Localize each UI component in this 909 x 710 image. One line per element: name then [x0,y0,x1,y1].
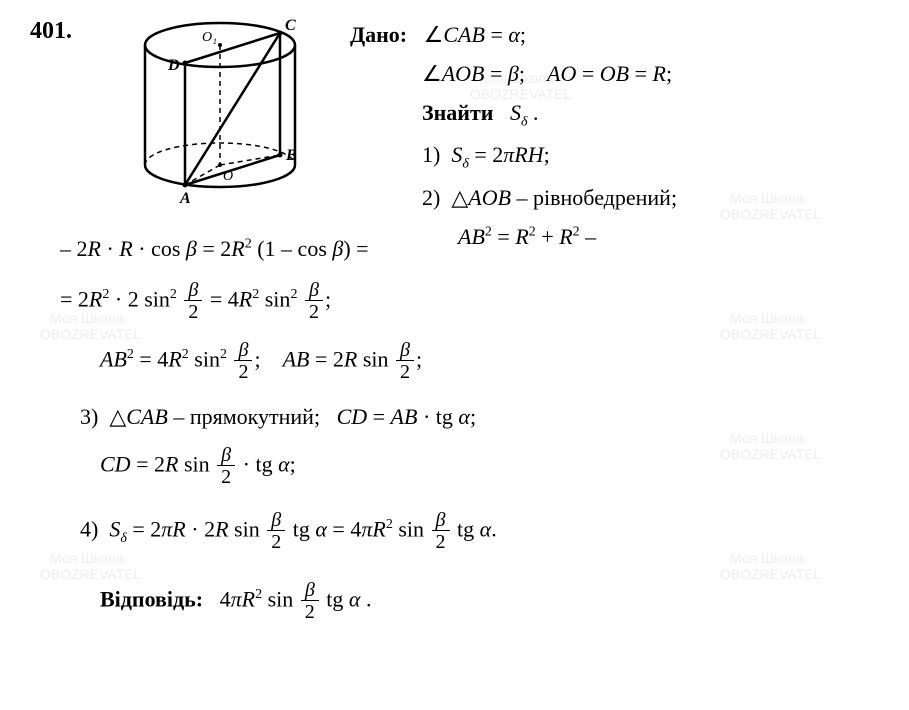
line4: = 2R2 · 2 sin2 β2 = 4R2 sin2 β2; [60,280,879,323]
svg-text:C: C [285,17,296,34]
cylinder-diagram: A B C D O O₁ [120,15,320,210]
line5: AB2 = 4R2 sin2 β2; AB = 2R sin β2; [60,340,879,383]
problem-number: 401. [30,18,72,45]
svg-text:O: O [223,169,233,184]
svg-text:A: A [179,190,191,207]
find-line: Знайти Sδ . [350,96,879,132]
step2: 2) △AOB – рівнобедрений; [350,181,879,214]
svg-text:O₁: O₁ [202,30,217,45]
svg-text:B: B [285,147,297,164]
line3: – 2R · R · cos β = 2R2 (1 – cos β) = [60,232,879,265]
step4: 4) Sδ = 2πR · 2R sin β2 tg α = 4πR2 sin … [60,510,879,553]
step3: 3) △CAB – прямокутний; CD = AB · tg α; [60,400,879,433]
answer: Відповідь: 4πR2 sin β2 tg α . [60,580,879,623]
given-line: Дано: ∠CAB = α; [350,18,879,51]
step1: 1) Sδ = 2πRH; [350,138,879,174]
line7: CD = 2R sin β2 · tg α; [60,445,879,488]
given-line2: ∠AOB = β; AO = OB = R; [350,57,879,90]
svg-text:D: D [167,57,180,74]
